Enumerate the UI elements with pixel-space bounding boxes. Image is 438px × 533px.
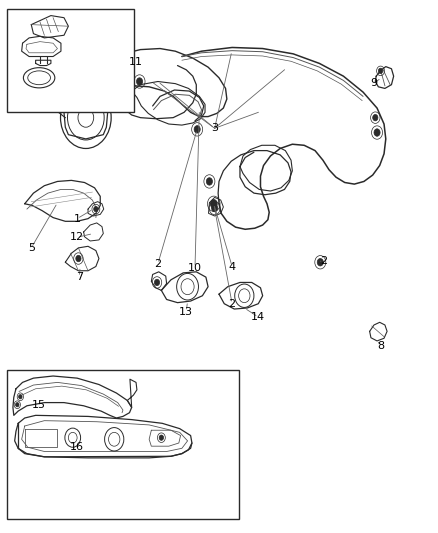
Text: 15: 15 bbox=[32, 400, 46, 410]
Text: 2: 2 bbox=[320, 256, 327, 266]
Circle shape bbox=[317, 259, 323, 266]
Text: 7: 7 bbox=[76, 272, 83, 282]
Text: 11: 11 bbox=[129, 57, 143, 67]
Text: 10: 10 bbox=[188, 263, 202, 272]
Text: 2: 2 bbox=[229, 298, 236, 309]
Circle shape bbox=[94, 206, 98, 212]
Circle shape bbox=[194, 126, 200, 133]
Circle shape bbox=[15, 402, 19, 407]
Text: 4: 4 bbox=[229, 262, 236, 271]
Circle shape bbox=[154, 279, 159, 286]
Text: 13: 13 bbox=[179, 306, 193, 317]
Text: 8: 8 bbox=[377, 341, 384, 351]
Bar bbox=[7, 9, 134, 112]
Text: 3: 3 bbox=[211, 123, 218, 133]
Circle shape bbox=[76, 255, 81, 262]
Text: 16: 16 bbox=[70, 442, 84, 452]
Circle shape bbox=[159, 435, 163, 440]
Text: 14: 14 bbox=[251, 312, 265, 322]
Circle shape bbox=[210, 199, 217, 208]
Text: 2: 2 bbox=[154, 259, 162, 269]
Circle shape bbox=[378, 68, 383, 74]
Circle shape bbox=[374, 129, 380, 136]
Circle shape bbox=[373, 115, 378, 121]
Text: 1: 1 bbox=[74, 214, 81, 224]
Text: 12: 12 bbox=[70, 232, 84, 243]
Circle shape bbox=[137, 78, 143, 85]
Circle shape bbox=[212, 204, 218, 212]
Text: 5: 5 bbox=[28, 243, 35, 253]
Circle shape bbox=[18, 394, 22, 399]
Text: 9: 9 bbox=[371, 78, 378, 88]
Circle shape bbox=[206, 177, 212, 185]
Bar bbox=[7, 370, 239, 519]
